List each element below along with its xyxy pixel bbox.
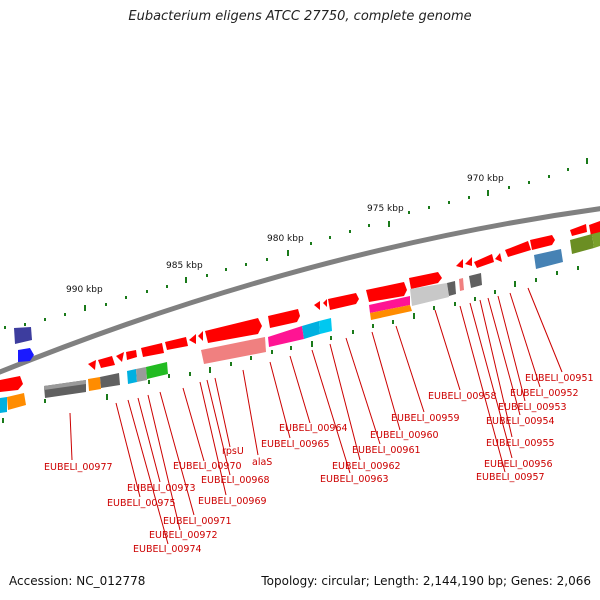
gene-labels: EUBELI_00951 EUBELI_00952 EUBELI_00953 E…: [44, 373, 594, 555]
gene-block: [530, 235, 555, 250]
gene-label: EUBELI_00951: [525, 373, 594, 384]
gene-label: EUBELI_00964: [279, 423, 348, 434]
gene-label: EUBELI_00957: [476, 472, 545, 483]
forward-strand-genes: [0, 221, 600, 392]
gene-label: EUBELI_00955: [486, 438, 555, 449]
gene-block: [366, 282, 407, 302]
gene-label: EUBELI_00952: [510, 388, 579, 399]
gene-label: EUBELI_00977: [44, 462, 113, 473]
gene-label: EUBELI_00965: [261, 439, 330, 450]
gene-label: EUBELI_00968: [201, 475, 270, 486]
gene-label: EUBELI_00954: [486, 416, 555, 427]
gene-label: EUBELI_00960: [370, 430, 439, 441]
gene-block: [205, 318, 262, 343]
accession-text: Accession: NC_012778: [9, 574, 146, 588]
gene-label: EUBELI_00973: [127, 483, 196, 494]
genome-backbone: [0, 206, 600, 375]
ruler-label-975: 975 kbp: [367, 204, 404, 214]
gene-label: EUBELI_00961: [352, 445, 421, 456]
gene-label: EUBELI_00969: [198, 496, 267, 507]
gene-label: EUBELI_00975: [107, 498, 176, 509]
gene-block: [0, 376, 23, 392]
gene-label: rpsU: [222, 446, 244, 457]
inner-ticks: [2, 266, 579, 423]
gene-label: alaS: [252, 457, 272, 468]
map-title: Eubacterium eligens ATCC 27750, complete…: [128, 9, 472, 24]
reverse-arrows: [88, 224, 587, 370]
gene-block: [328, 293, 359, 310]
gene-label: EUBELI_00953: [498, 402, 567, 413]
label-leader-lines: [69, 287, 563, 545]
gene-label: EUBELI_00962: [332, 461, 401, 472]
gene-block: [409, 272, 442, 289]
ruler-label-985: 985 kbp: [166, 261, 203, 271]
gene-block: [589, 221, 600, 236]
gene-block: [268, 309, 300, 328]
gene-label: EUBELI_00956: [484, 459, 553, 470]
ruler-label-970: 970 kbp: [467, 174, 504, 184]
ruler-label-990: 990 kbp: [66, 285, 103, 295]
gene-label: EUBELI_00974: [133, 544, 202, 555]
tick-ring: [4, 158, 588, 329]
genome-summary-text: Topology: circular; Length: 2,144,190 bp…: [261, 574, 591, 588]
gene-label: EUBELI_00958: [428, 391, 497, 402]
ruler-label-980: 980 kbp: [267, 234, 304, 244]
gene-label: EUBELI_00963: [320, 474, 389, 485]
gene-label: EUBELI_00970: [173, 461, 242, 472]
feature-tracks: [0, 232, 600, 413]
gene-label: EUBELI_00959: [391, 413, 460, 424]
gene-label: EUBELI_00972: [149, 530, 218, 541]
gene-label: EUBELI_00971: [163, 516, 232, 527]
